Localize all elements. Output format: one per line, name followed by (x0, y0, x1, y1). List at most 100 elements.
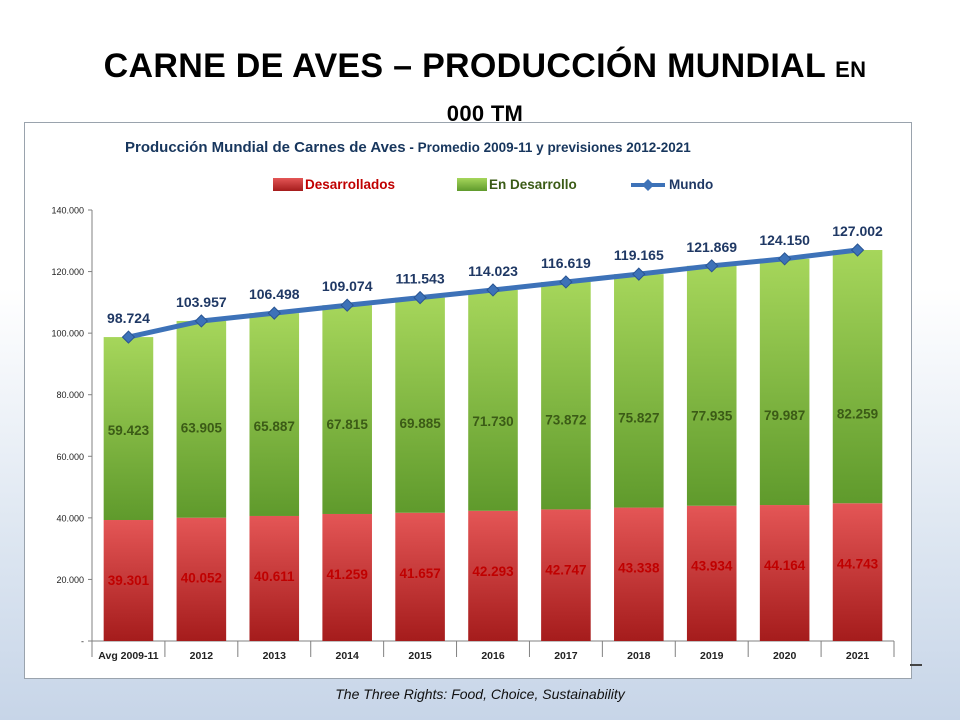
slide-title-main: CARNE DE AVES – PRODUCCIÓN MUNDIAL (103, 47, 826, 85)
y-tick-label: 120.000 (51, 267, 84, 277)
label-developing: 59.423 (108, 423, 150, 438)
label-developing: 65.887 (254, 419, 295, 434)
label-world: 106.498 (249, 286, 300, 302)
world-marker (194, 314, 209, 328)
bar-developed (759, 505, 810, 641)
world-marker (413, 290, 427, 305)
label-world: 109.074 (322, 278, 373, 294)
world-marker (559, 275, 573, 289)
slide-title-suffix: EN (835, 57, 867, 82)
bar-developing (249, 313, 300, 516)
legend-label-world: Mundo (669, 177, 713, 192)
label-world: 121.869 (686, 239, 737, 255)
label-world: 103.957 (176, 294, 227, 310)
chart-panel: Producción Mundial de Carnes de Aves - P… (24, 122, 912, 679)
bar-developing (832, 250, 883, 504)
chart-title-bold: Producción Mundial de Carnes de Aves (125, 139, 406, 156)
y-tick-label: 80.000 (56, 390, 84, 400)
y-tick-label: 40.000 (56, 513, 84, 523)
x-tick-label: 2015 (408, 650, 432, 662)
label-developed: 42.293 (472, 564, 514, 579)
world-marker (632, 267, 646, 281)
y-tick-label: 20.000 (56, 575, 84, 585)
label-developed: 40.611 (254, 569, 295, 584)
y-tick-label: 60.000 (56, 452, 84, 462)
world-line (121, 243, 865, 344)
x-tick-label: 2019 (700, 650, 724, 662)
label-developing: 82.259 (837, 406, 878, 421)
bar-developed (832, 503, 883, 641)
x-tick-label: 2021 (846, 650, 870, 662)
bar-developing (322, 305, 372, 514)
bar-developing (103, 337, 154, 521)
bar-developing (686, 265, 737, 506)
chart-legend: Desarrollados En Desarrollo Mundo (273, 177, 713, 192)
chart-bars (103, 250, 883, 641)
label-world: 124.150 (759, 232, 810, 248)
label-developing: 67.815 (327, 417, 369, 432)
label-world: 127.002 (832, 223, 883, 239)
x-tick-label: 2014 (336, 650, 360, 662)
bar-developed (322, 513, 372, 641)
world-marker (486, 283, 500, 297)
label-developed: 43.338 (618, 561, 660, 576)
bar-developed (395, 512, 445, 641)
bar-developed (249, 515, 300, 641)
world-marker (267, 306, 281, 320)
label-developed: 41.657 (399, 566, 440, 581)
slide-footer: The Three Rights: Food, Choice, Sustaina… (335, 686, 625, 702)
chart-data-labels: 39.301 59.423 98.724 40.052 63.905 103.957 40.… (107, 223, 883, 588)
x-tick-label: 2013 (263, 650, 287, 662)
label-developing: 79.987 (764, 408, 805, 423)
bar-developed (176, 517, 227, 641)
poultry-production-chart: Producción Mundial de Carnes de Aves - P… (51, 139, 895, 662)
x-tick-label: 2018 (627, 650, 651, 662)
world-marker (705, 259, 719, 273)
bar-developing (176, 320, 227, 518)
label-developing: 77.935 (691, 409, 733, 424)
bar-developed (686, 505, 737, 641)
world-marker (121, 330, 136, 344)
label-world: 98.724 (107, 310, 150, 326)
world-marker (340, 298, 354, 312)
bar-developed (468, 510, 518, 641)
label-developed: 40.052 (181, 571, 222, 586)
x-tick-label: 2012 (190, 650, 214, 662)
label-developed: 44.743 (837, 556, 879, 571)
x-tick-label: Avg 2009-11 (98, 650, 158, 662)
x-tick-label: 2017 (554, 650, 578, 662)
label-developed: 43.934 (691, 559, 733, 574)
legend-marker-world (642, 179, 654, 191)
label-developed: 39.301 (108, 573, 150, 588)
chart-title-rest: - Promedio 2009-11 y previsiones 2012-20… (406, 140, 692, 155)
label-world: 116.619 (541, 255, 591, 271)
x-tick-label: 2016 (481, 650, 505, 662)
slide-title-line2: 000 TM (446, 101, 524, 126)
chart-title: Producción Mundial de Carnes de Aves - P… (125, 139, 691, 156)
bar-developing (468, 289, 518, 511)
decorative-line (910, 664, 922, 666)
legend-swatch-developed (273, 178, 303, 191)
bar-developing (614, 274, 664, 508)
label-developing: 73.872 (545, 412, 586, 427)
label-developed: 41.259 (327, 567, 368, 582)
legend-label-developing: En Desarrollo (489, 177, 577, 192)
label-world: 111.543 (396, 271, 445, 287)
label-developing: 69.885 (399, 416, 441, 431)
bar-developing (541, 281, 591, 510)
bar-developed (614, 507, 664, 641)
y-tick-label: - (81, 637, 84, 647)
label-developed: 44.164 (764, 558, 806, 573)
world-marker (850, 243, 865, 257)
bar-developed (103, 520, 154, 641)
y-tick-label: 100.000 (51, 329, 84, 339)
label-developing: 63.905 (181, 421, 223, 436)
world-marker (777, 252, 792, 266)
label-world: 119.165 (614, 247, 664, 263)
label-developing: 75.827 (618, 411, 659, 426)
bar-developed (541, 509, 591, 641)
bar-developing (395, 297, 445, 513)
label-developing: 71.730 (472, 414, 513, 429)
legend-swatch-developing (457, 178, 487, 191)
label-world: 114.023 (468, 263, 518, 279)
